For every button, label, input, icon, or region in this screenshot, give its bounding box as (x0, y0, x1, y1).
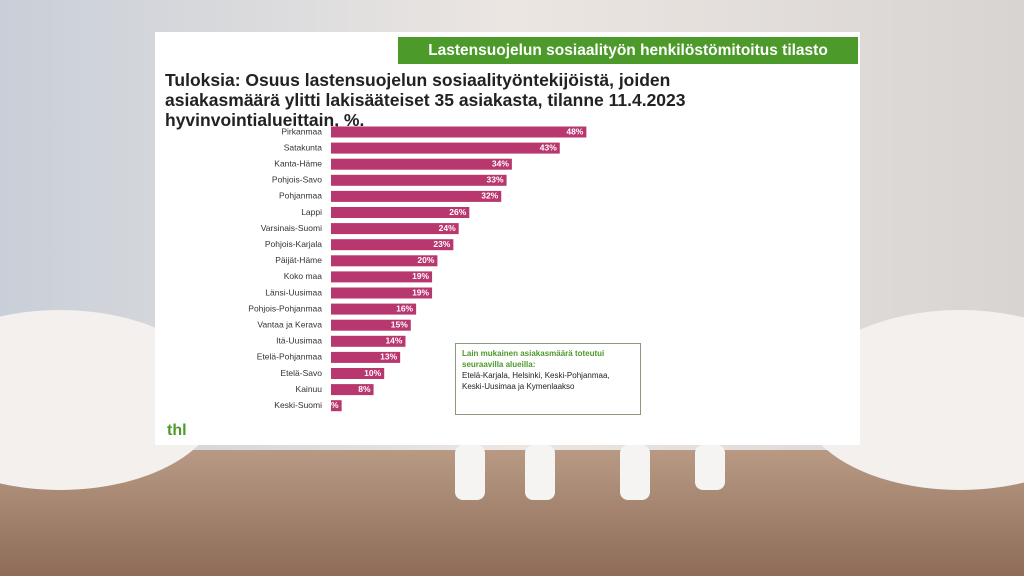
y-tick-label: Pohjanmaa (279, 191, 322, 201)
annotation-box: Lain mukainen asiakasmäärä toteutui seur… (455, 343, 641, 415)
value-label: 16% (396, 303, 413, 313)
y-tick-label: Keski-Suomi (274, 400, 322, 410)
y-tick-label: Länsi-Uusimaa (265, 287, 322, 297)
bar (331, 126, 587, 138)
bar (331, 271, 433, 283)
bar (331, 384, 374, 396)
bar (331, 287, 433, 299)
value-label: 34% (492, 158, 509, 168)
value-label: 32% (481, 191, 498, 201)
logo: thl (167, 422, 187, 439)
bar (331, 223, 459, 235)
value-label: 2% (326, 400, 339, 410)
y-tick-label: Pohjois-Pohjanmaa (248, 303, 322, 313)
y-tick-label: Varsinais-Suomi (261, 223, 322, 233)
value-label: 23% (433, 239, 450, 249)
header-banner: Lastensuojelun sosiaalityön henkilöstömi… (398, 37, 858, 64)
y-tick-label: Itä-Uusimaa (276, 336, 322, 346)
value-label: 15% (391, 319, 408, 329)
y-tick-label: Satakunta (284, 142, 323, 152)
y-tick-label: Etelä-Pohjanmaa (257, 352, 322, 362)
bar (331, 142, 560, 154)
value-label: 24% (439, 223, 456, 233)
bar (331, 239, 454, 251)
bar (331, 207, 470, 218)
y-tick-label: Kanta-Häme (274, 158, 322, 168)
chart-card: Lastensuojelun sosiaalityön henkilöstömi… (155, 32, 860, 445)
bar (331, 351, 401, 363)
bar (331, 190, 502, 202)
value-label: 13% (380, 352, 397, 362)
annotation-text: Etelä-Karjala, Helsinki, Keski-Pohjanmaa… (462, 371, 610, 391)
bar (331, 319, 411, 331)
value-label: 19% (412, 271, 429, 281)
y-tick-label: Etelä-Savo (280, 368, 322, 378)
y-tick-label: Kainuu (296, 384, 323, 394)
bar (331, 255, 438, 267)
bar (331, 303, 417, 315)
value-label: 26% (449, 207, 466, 217)
y-tick-label: Lappi (301, 207, 322, 217)
annotation-title: Lain mukainen asiakasmäärä toteutui seur… (462, 349, 605, 369)
value-label: 14% (385, 336, 402, 346)
table (0, 450, 1024, 576)
value-label: 8% (358, 384, 371, 394)
value-label: 10% (364, 368, 381, 378)
chart-title: Tuloksia: Osuus lastensuojelun sosiaalit… (165, 70, 686, 130)
y-tick-label: Päijät-Häme (275, 255, 322, 265)
bar (331, 158, 512, 170)
bar (331, 368, 385, 379)
value-label: 33% (487, 175, 504, 185)
y-tick-label: Koko maa (284, 271, 323, 281)
chart: Pirkanmaa 48% Satakunta 43% Kanta-Häme 34% Poh… (248, 126, 587, 412)
paper-figures (455, 445, 725, 500)
y-tick-label: Pohjois-Karjala (265, 239, 322, 249)
value-label: 48% (566, 126, 583, 136)
y-tick-label: Pirkanmaa (281, 126, 322, 136)
bar (331, 174, 507, 186)
y-tick-label: Vantaa ja Kerava (257, 319, 322, 329)
value-label: 20% (417, 255, 434, 265)
bar (331, 335, 406, 347)
value-label: 19% (412, 287, 429, 297)
y-tick-label: Pohjois-Savo (272, 175, 322, 185)
value-label: 43% (540, 142, 557, 152)
bar (331, 400, 342, 412)
